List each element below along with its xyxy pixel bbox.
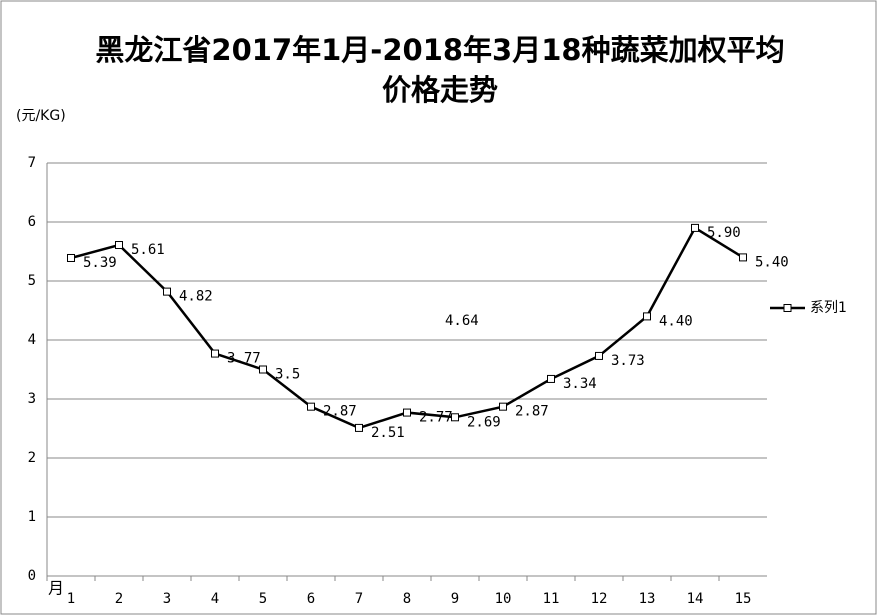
marker <box>259 365 267 374</box>
marker <box>355 423 363 432</box>
x-tick-label: 14 <box>687 591 704 607</box>
legend-marker <box>783 304 792 312</box>
marker <box>115 241 123 250</box>
value-label: 3.34 <box>563 376 597 392</box>
x-tick-label: 1 <box>67 591 75 607</box>
value-label: 2.87 <box>323 404 357 420</box>
x-tick-label: 7 <box>355 591 363 607</box>
x-tick-label: 5 <box>259 591 267 607</box>
chart-title: 黑龙江省2017年1月-2018年3月18种蔬菜加权平均 价格走势 <box>95 33 785 107</box>
marker <box>739 253 747 262</box>
x-tick-label: 10 <box>495 591 512 607</box>
x-tick-label: 9 <box>451 591 459 607</box>
marker <box>67 253 75 262</box>
value-label: 5.61 <box>131 242 165 258</box>
marker <box>163 287 171 296</box>
value-label: 2.77 <box>419 410 453 426</box>
marker <box>451 413 459 422</box>
y-tick-label: 5 <box>28 273 36 289</box>
marker <box>499 402 507 411</box>
annotation: 4.64 <box>445 313 479 329</box>
marker <box>691 223 699 232</box>
value-label: 5.90 <box>707 225 741 241</box>
marker <box>307 402 315 411</box>
x-tick-label: 11 <box>543 591 560 607</box>
value-label: 4.40 <box>659 313 693 329</box>
line <box>70 226 744 430</box>
marker <box>595 351 603 360</box>
y-axis-label: (元/KG) <box>16 108 66 124</box>
marker <box>211 349 219 358</box>
value-label: 2.87 <box>515 404 549 420</box>
x-tick-label: 3 <box>163 591 171 607</box>
y-tick-label: 0 <box>28 568 36 584</box>
y-tick-label: 7 <box>28 155 36 171</box>
y-tick-label: 6 <box>28 214 36 230</box>
value-label: 2.69 <box>467 414 501 430</box>
y-tick-label: 2 <box>28 450 36 466</box>
y-tick-label: 3 <box>28 391 36 407</box>
value-label: 3.5 <box>275 367 300 383</box>
value-label: 4.82 <box>179 289 213 305</box>
value-label: 3.77 <box>227 351 261 367</box>
y-tick-label: 4 <box>28 332 36 348</box>
x-tick-label: 8 <box>403 591 411 607</box>
value-label: 5.39 <box>83 255 117 271</box>
legend-label: 系列1 <box>810 300 847 316</box>
value-label: 2.51 <box>371 425 405 441</box>
x-tick-label: 15 <box>735 591 752 607</box>
y-tick-label: 1 <box>28 509 36 525</box>
value-label: 3.73 <box>611 353 645 369</box>
x-tick-label: 6 <box>307 591 315 607</box>
x-axis-label: 月 <box>48 579 64 598</box>
x-tick-label: 13 <box>639 591 656 607</box>
x-tick-label: 12 <box>591 591 608 607</box>
value-label: 5.40 <box>755 254 789 270</box>
marker <box>643 312 651 321</box>
marker <box>547 374 555 383</box>
marker <box>403 408 411 417</box>
x-tick-label: 4 <box>211 591 219 607</box>
x-tick-label: 2 <box>115 591 123 607</box>
